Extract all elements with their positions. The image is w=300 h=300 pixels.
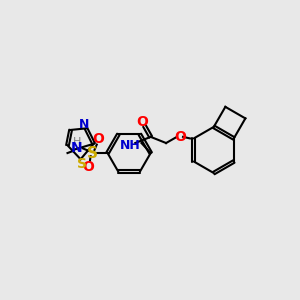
Text: O: O bbox=[136, 115, 148, 129]
Text: NH: NH bbox=[120, 139, 141, 152]
Text: S: S bbox=[77, 157, 87, 171]
Text: O: O bbox=[92, 132, 104, 146]
Text: S: S bbox=[87, 146, 98, 160]
Text: N: N bbox=[71, 141, 82, 155]
Text: O: O bbox=[82, 160, 94, 174]
Text: N: N bbox=[79, 118, 90, 131]
Text: O: O bbox=[174, 130, 186, 144]
Text: H: H bbox=[73, 137, 81, 147]
